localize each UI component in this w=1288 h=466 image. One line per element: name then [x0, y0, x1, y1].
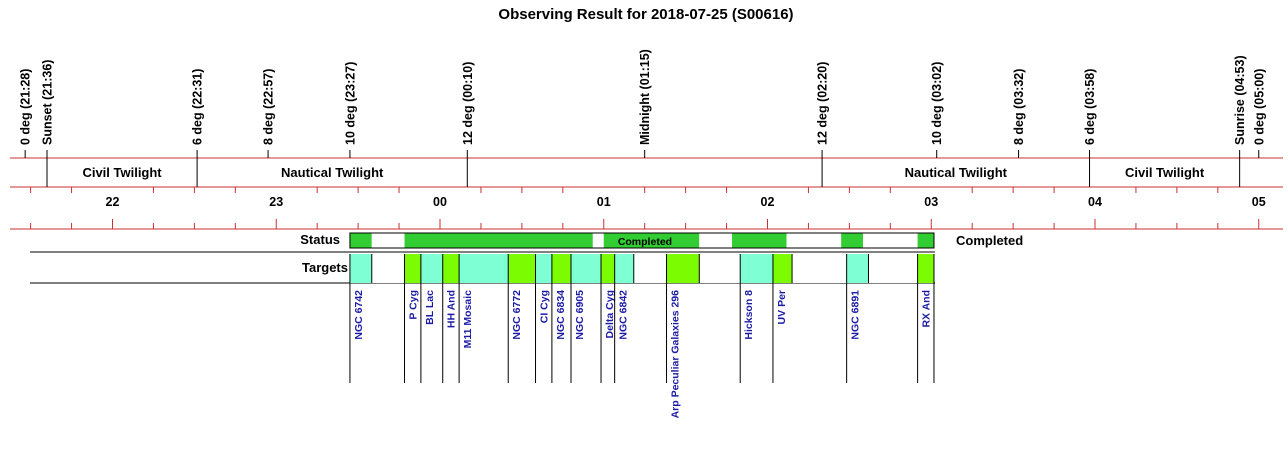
target-gap [868, 254, 918, 283]
event-label: 12 deg (02:20) [816, 62, 830, 145]
target-name-label: NGC 6842 [618, 290, 630, 340]
twilight-bands-group: Civil Twilight Nautical Twilight Nautical … [30, 158, 1241, 193]
status-segment [732, 233, 787, 248]
target-block [614, 254, 634, 283]
target-name-label: CI Cyg [539, 290, 551, 323]
hour-axis-group: 22 23 00 01 02 03 04 05 [30, 195, 1266, 229]
event-label: Sunset (21:36) [41, 60, 55, 145]
status-bar-outline [349, 232, 935, 249]
target-name-label: Hickson 8 [743, 290, 755, 340]
target-name-label: NGC 6834 [555, 290, 567, 340]
target-block [551, 254, 571, 283]
status-row-group: Status Completed Completed [300, 232, 1023, 249]
event-label: 6 deg (03:58) [1083, 69, 1097, 145]
target-name-label: NGC 6905 [574, 290, 586, 340]
event-label: 8 deg (22:57) [262, 69, 276, 145]
targets-row-label: Targets [302, 260, 348, 275]
status-segment [917, 233, 934, 248]
hour-tick-label: 04 [1088, 195, 1102, 209]
target-block [666, 254, 700, 283]
hour-tick-label: 05 [1252, 195, 1266, 209]
target-gap [371, 254, 405, 283]
target-block [459, 254, 509, 283]
target-block [508, 254, 536, 283]
target-name-label: RX And [921, 290, 933, 328]
events-group: 0 deg (21:28) Sunset (21:36) 6 deg (22:31)… [19, 49, 1266, 158]
twilight-band-label: Civil Twilight [1125, 165, 1205, 180]
hour-tick-label: 01 [597, 195, 611, 209]
target-gap [792, 254, 847, 283]
target-block [420, 254, 443, 283]
hour-tick-label: 02 [761, 195, 775, 209]
target-block [404, 254, 421, 283]
status-segment [603, 233, 700, 248]
target-name-label: NGC 6891 [850, 290, 862, 340]
status-row-label: Status [300, 232, 340, 247]
hour-tick-label: 03 [924, 195, 938, 209]
target-name-label: BL Lac [424, 290, 436, 325]
hour-tick-label: 00 [433, 195, 447, 209]
twilight-band-label: Nautical Twilight [281, 165, 384, 180]
event-label: 0 deg (21:28) [19, 69, 33, 145]
twilight-band-label: Civil Twilight [82, 165, 162, 180]
hour-tick-label: 23 [269, 195, 283, 209]
status-segment [699, 233, 733, 248]
event-label: Midnight (01:15) [638, 49, 652, 145]
target-block [740, 254, 773, 283]
twilight-band-label: Nautical Twilight [905, 165, 1008, 180]
status-segment [592, 233, 604, 248]
target-name-label: M11 Mosaic [462, 290, 474, 349]
target-block [846, 254, 869, 283]
target-name-label: HH And [446, 290, 458, 328]
status-inbar-label: Completed [618, 236, 672, 248]
event-label: 10 deg (23:27) [343, 62, 357, 145]
status-summary-label: Completed [956, 233, 1023, 248]
target-name-label: Delta Cyg [604, 290, 616, 338]
target-name-label: Arp Peculiar Galaxies 296 [670, 290, 682, 419]
status-segment [786, 233, 842, 248]
target-block [917, 254, 934, 283]
target-gap [633, 254, 667, 283]
event-label: 8 deg (03:32) [1012, 69, 1026, 145]
target-block [772, 254, 793, 283]
event-label: Sunrise (04:53) [1233, 55, 1247, 145]
event-label: 6 deg (22:31) [191, 69, 205, 145]
status-segment [863, 233, 918, 248]
hour-tick-label: 22 [106, 195, 120, 209]
status-segment [349, 233, 372, 248]
target-name-label: UV Per [776, 290, 788, 324]
target-name-label: P Cyg [408, 290, 420, 320]
status-segment [371, 233, 405, 248]
event-label: 10 deg (03:02) [930, 62, 944, 145]
event-label: 12 deg (00:10) [461, 62, 475, 145]
status-segment [841, 233, 864, 248]
target-name-label: NGC 6772 [511, 290, 523, 340]
target-name-label: NGC 6742 [353, 290, 365, 340]
target-block [442, 254, 460, 283]
event-label: 0 deg (05:00) [1252, 69, 1266, 145]
target-block [535, 254, 552, 283]
chart-title: Observing Result for 2018-07-25 (S00616) [498, 6, 793, 23]
target-block [349, 254, 372, 283]
status-segment [404, 233, 593, 248]
target-block [571, 254, 602, 283]
targets-row-group: Targets NGC 6742 P Cyg BL Lac HH And M11 Mos… [302, 254, 935, 419]
target-gap [699, 254, 741, 283]
target-block [601, 254, 615, 283]
